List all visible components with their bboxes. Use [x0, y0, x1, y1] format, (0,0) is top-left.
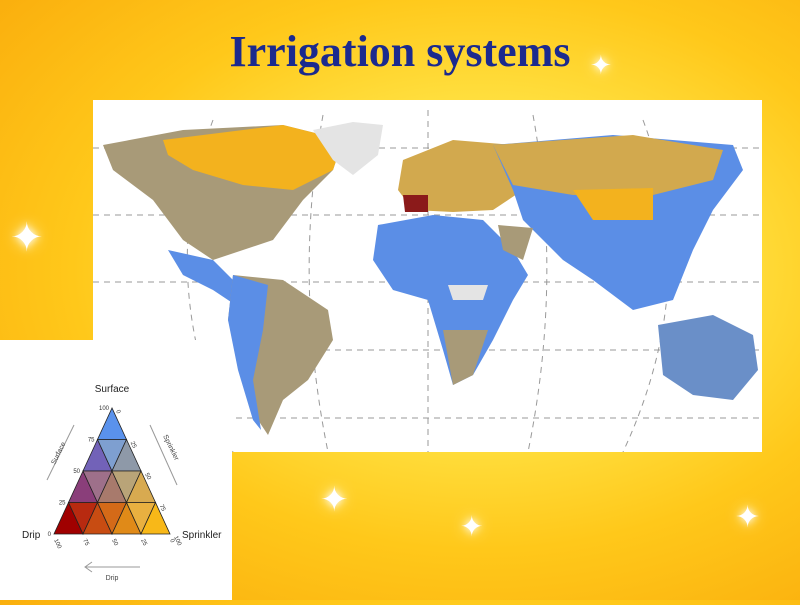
- sparkle-icon: ✦: [460, 511, 484, 542]
- legend-tick-label: 0: [168, 538, 175, 544]
- sparkle-icon: ✦: [735, 501, 761, 534]
- arrow-surface-label: Surface: [51, 441, 68, 466]
- legend-tick-label: 75: [88, 438, 95, 444]
- australia: [658, 315, 758, 400]
- legend-tick-label: 50: [73, 469, 80, 475]
- legend-tick-label: 100: [99, 406, 110, 412]
- legend-tick-label: 25: [59, 501, 66, 507]
- legend-tick-label: 75: [158, 504, 167, 513]
- legend-tick-label: 50: [110, 538, 119, 547]
- europe: [398, 140, 523, 212]
- legend-cell: [140, 501, 171, 535]
- africa: [373, 215, 528, 385]
- legend-cell: [96, 407, 128, 440]
- legend-drip-label: Drip: [22, 530, 41, 541]
- sparkle-icon: ✦: [320, 481, 349, 519]
- arrow-sprinkler-label: Sprinkler: [161, 434, 180, 462]
- slide-title: Irrigation systems: [229, 27, 571, 76]
- arrow-drip-label: Drip: [106, 575, 119, 582]
- legend-tick-label: 50: [143, 472, 152, 481]
- sparkle-icon: ✦: [590, 50, 612, 80]
- legend-tick-label: 25: [129, 441, 138, 450]
- greenland: [313, 122, 383, 175]
- legend-tick-label: 75: [81, 538, 90, 547]
- south-america: [228, 275, 333, 435]
- sparkle-icon: ✦: [10, 216, 44, 260]
- legend-surface-label: Surface: [95, 384, 130, 395]
- asia: [493, 135, 743, 310]
- legend-tick-label: 100: [172, 535, 182, 547]
- legend-sprinkler-label: Sprinkler: [182, 530, 222, 541]
- legend-tick-label: 100: [52, 538, 62, 550]
- legend-tick-label: 25: [139, 538, 148, 547]
- legend-tick-label: 0: [114, 409, 121, 415]
- legend-tick-label: 0: [48, 532, 52, 538]
- ternary-legend: Surface Drip Sprinkler Surface Sprinkler…: [0, 340, 232, 600]
